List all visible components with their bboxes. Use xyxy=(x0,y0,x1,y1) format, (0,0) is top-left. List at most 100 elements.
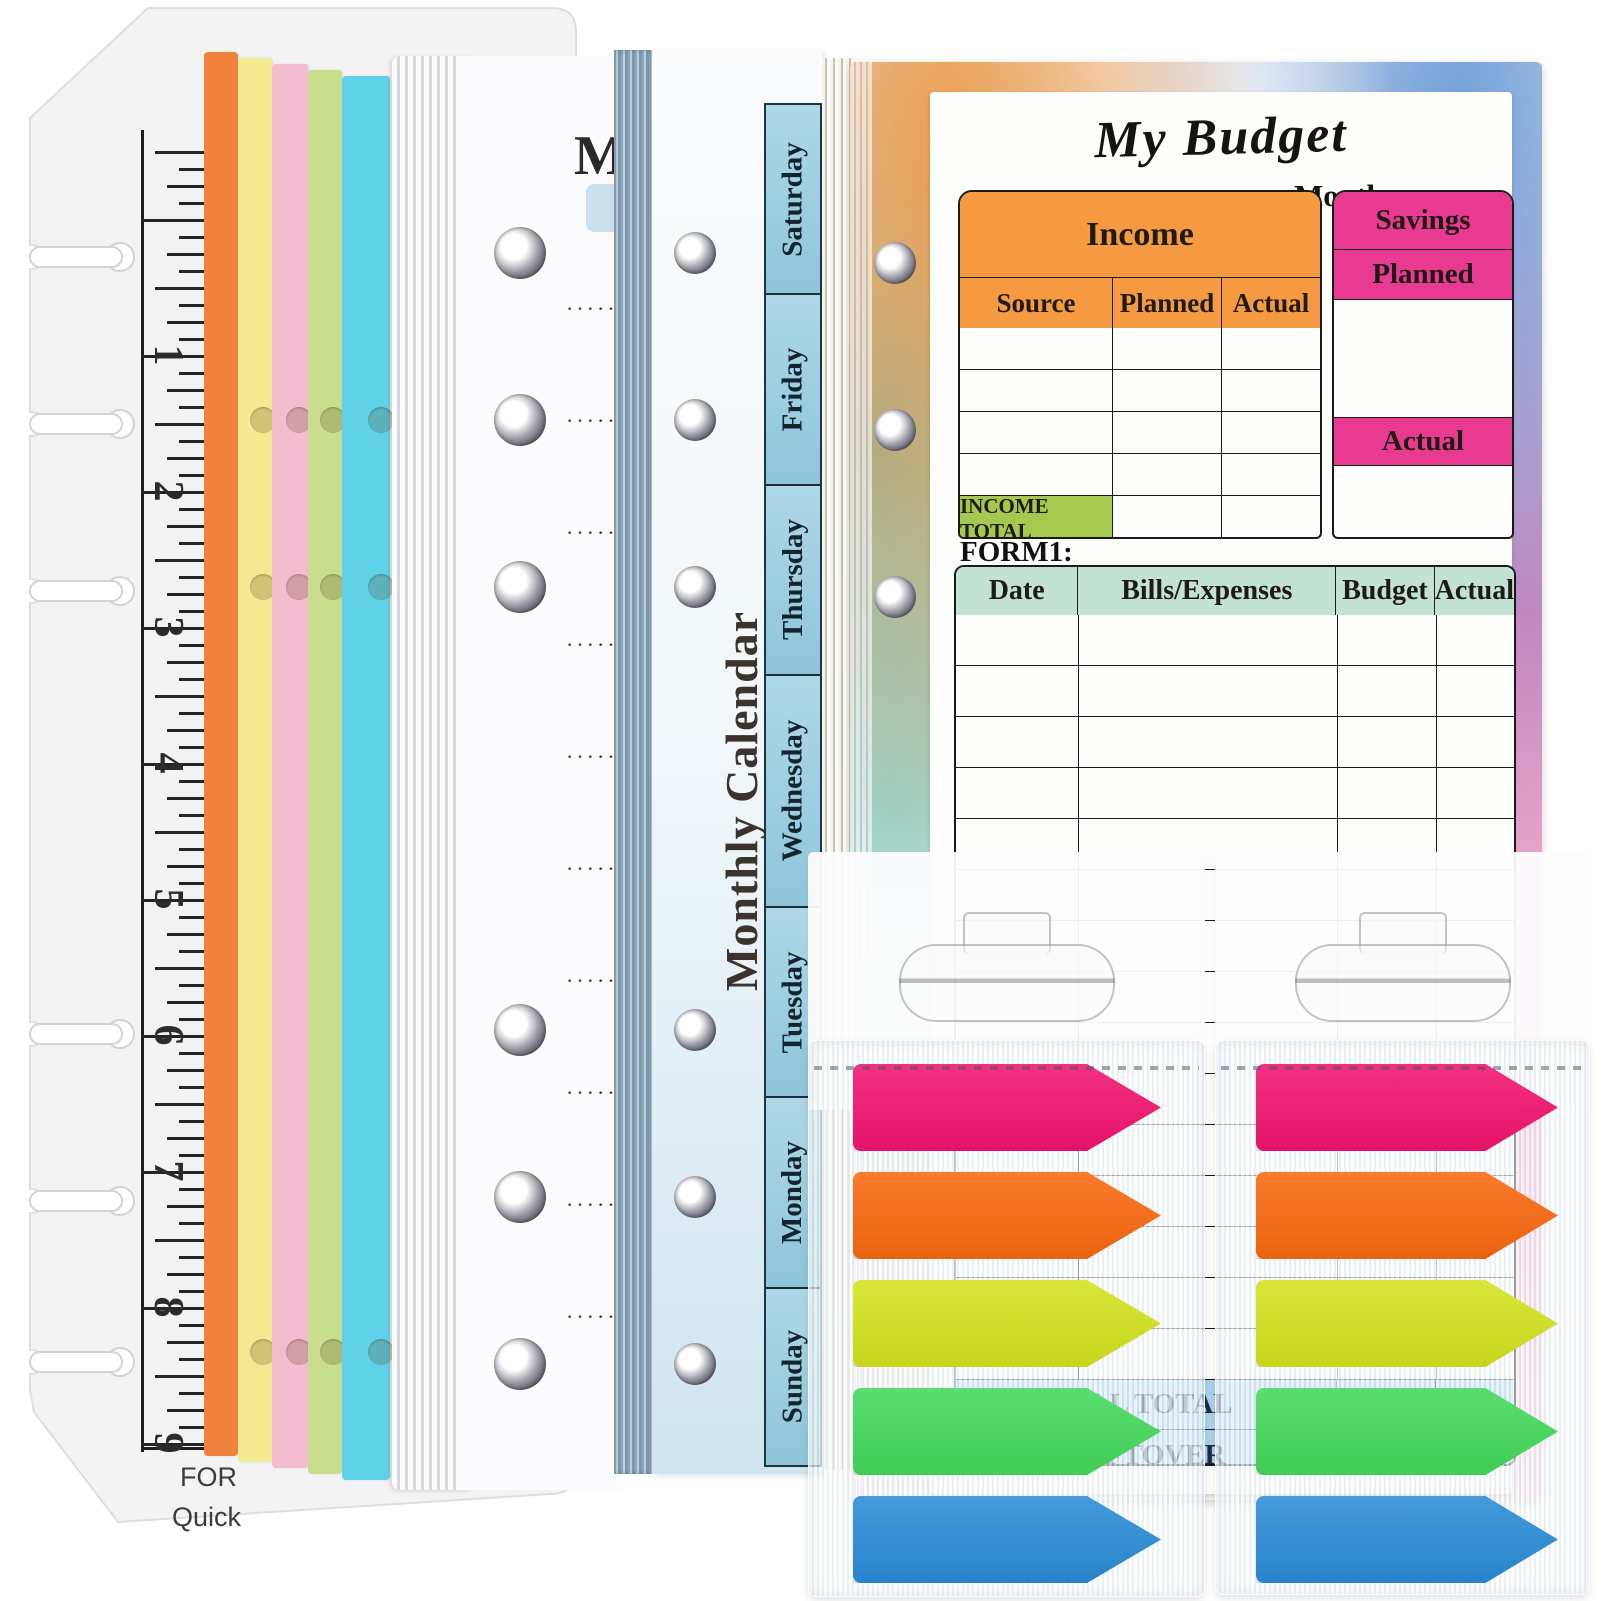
form1-budget-cell xyxy=(1337,768,1436,818)
punch-hole xyxy=(494,1171,546,1223)
ruler-tick xyxy=(179,916,207,919)
dotted-line: ····· xyxy=(566,744,618,769)
calendar-weekday-label: Tuesday xyxy=(776,951,809,1054)
divider-sheet-hole xyxy=(320,1339,346,1365)
income-actual-cell xyxy=(1221,454,1320,495)
divider-sheet-hole xyxy=(286,1339,312,1365)
punch-hole xyxy=(674,399,716,441)
income-planned-cell xyxy=(1112,370,1221,411)
savings-actual-label: Actual xyxy=(1381,425,1465,457)
income-data-row xyxy=(960,453,1320,495)
divider-sheet-green xyxy=(308,70,342,1474)
dotted-line: ····· xyxy=(566,856,618,881)
income-planned-cell xyxy=(1112,328,1221,369)
ruler-tick xyxy=(141,1035,207,1038)
divider-sheet-hole xyxy=(250,407,276,433)
divider-sheet-hole xyxy=(286,574,312,600)
dotted-line: ····· xyxy=(566,968,618,993)
calendar-weekday-label: Sunday xyxy=(776,1330,809,1424)
ruler-tick xyxy=(155,151,207,154)
punch-hole xyxy=(494,561,546,613)
divider-sheet-hole xyxy=(250,1339,276,1365)
form1-bills-cell xyxy=(1078,666,1337,716)
form1-date-cell xyxy=(956,768,1078,818)
ruler-tick xyxy=(155,559,207,562)
ruler-tick xyxy=(155,1103,207,1106)
ruler-tick xyxy=(179,882,207,885)
income-planned-cell xyxy=(1112,454,1221,495)
form1-date-cell xyxy=(956,666,1078,716)
ruler-tick xyxy=(141,219,207,222)
ruler-bottom-cap xyxy=(141,1447,207,1450)
ruler-tick xyxy=(179,202,207,205)
form1-bills-cell xyxy=(1078,717,1337,767)
punch-hole xyxy=(674,1009,716,1051)
income-total-label: INCOME TOTAL xyxy=(960,494,1112,537)
divider-sheet-hole xyxy=(320,574,346,600)
ruler-tick xyxy=(179,984,207,987)
form1-data-row xyxy=(956,615,1514,665)
flag-pack-right xyxy=(1215,852,1590,1595)
ruler-tick xyxy=(179,1222,207,1225)
hanger-hole-icon xyxy=(1294,944,1511,1022)
savings-planned-label: Planned xyxy=(1372,258,1474,290)
ruler-tick xyxy=(179,848,207,851)
flag-pack-left xyxy=(808,852,1205,1597)
ruler-tick xyxy=(155,967,207,970)
ruler-tick xyxy=(167,1409,207,1412)
dotted-line: ····· xyxy=(566,1080,618,1105)
ruler-unit-number: 7 xyxy=(145,1160,191,1182)
ruler-tick xyxy=(179,270,207,273)
income-total-planned xyxy=(1112,496,1221,537)
ruler-unit-number: 6 xyxy=(145,1024,191,1046)
ruler-tick xyxy=(179,814,207,817)
hanger-hole-icon xyxy=(898,944,1115,1022)
form1-date-cell xyxy=(956,717,1078,767)
ruler-unit-number: 5 xyxy=(145,888,191,910)
index-flag-pink xyxy=(853,1064,1161,1151)
ruler-tick xyxy=(179,474,207,477)
dotted-line: ····· xyxy=(566,1192,618,1217)
dotted-line: ····· xyxy=(566,296,618,321)
divider-sheet-hole xyxy=(320,407,346,433)
budget-title: My Budget xyxy=(1093,105,1349,170)
ruler-keyholes xyxy=(29,242,135,1377)
form1-col-date: Date xyxy=(988,575,1045,606)
calendar-weekday-cell-saturday: Saturday xyxy=(766,105,820,296)
form1-data-row xyxy=(956,716,1514,767)
ruler-scale-line xyxy=(141,130,144,1452)
income-source-cell xyxy=(960,454,1112,495)
calendar-weekday-label: Saturday xyxy=(776,141,809,257)
ruler-tick xyxy=(179,1086,207,1089)
ruler-tick xyxy=(167,729,207,732)
punch-hole xyxy=(674,1343,716,1385)
form1-budget-cell xyxy=(1337,615,1436,665)
index-flag-lime xyxy=(853,1280,1161,1367)
ruler-tick xyxy=(179,338,207,341)
income-data-row xyxy=(960,411,1320,453)
savings-planned-space xyxy=(1334,300,1512,417)
form1-col-bills: Bills/Expenses xyxy=(1077,567,1335,615)
punch-hole xyxy=(674,566,716,608)
ruler-tick xyxy=(141,763,207,766)
flag-pack-left-pouch xyxy=(808,1040,1205,1597)
perforation-line xyxy=(1221,1066,1584,1070)
form1-actual-cell xyxy=(1436,666,1514,716)
page-stack-face xyxy=(460,56,622,1490)
ruler-tick xyxy=(155,287,207,290)
income-data-row xyxy=(960,328,1320,369)
divider-sheet-hole xyxy=(286,407,312,433)
ruler-text-line2: Quick xyxy=(172,1502,242,1532)
ruler-tick xyxy=(167,185,207,188)
income-data-row xyxy=(960,369,1320,411)
punch-hole xyxy=(494,1338,546,1390)
ruler-tick xyxy=(141,1443,207,1446)
divider-sheet-hole xyxy=(250,574,276,600)
form1-data-row xyxy=(956,767,1514,818)
ruler-tick xyxy=(179,610,207,613)
punch-hole xyxy=(674,1176,716,1218)
calendar-stack-edge xyxy=(614,50,652,1474)
flag-pack-right-pouch xyxy=(1215,1040,1590,1595)
ruler-tick xyxy=(167,1205,207,1208)
